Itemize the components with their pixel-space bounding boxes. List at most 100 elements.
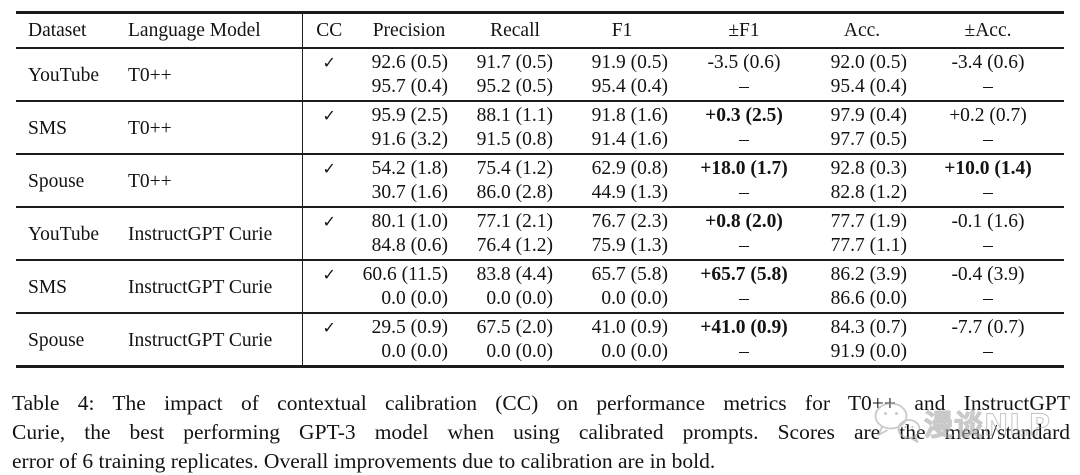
precision-value-cell: 84.8 (0.6) <box>371 235 448 256</box>
f1-value-cell: 76.7 (2.3) <box>568 206 676 234</box>
f1-value-cell: 0.0 (0.0) <box>601 288 668 309</box>
recall-value-cell: 76.4 (1.2) <box>476 235 553 256</box>
precision-value-cell: 54.2 (1.8) <box>356 153 462 181</box>
dataset-cell: Spouse <box>16 312 116 367</box>
cc-checkmark-cell <box>301 75 356 101</box>
df1-value-cell: -3.5 (0.6) <box>676 47 812 75</box>
f1-value-cell: 0.0 (0.0) <box>601 341 668 362</box>
caption-line-3: error of 6 training replicates. Overall … <box>12 449 716 473</box>
f1-value-cell: 91.8 (1.6) <box>568 100 676 128</box>
table-row: YouTube InstructGPT Curie ✓ 80.1 (1.0) 77.1 … <box>16 206 1064 260</box>
acc-value-cell: 95.4 (0.4) <box>830 76 907 97</box>
dacc-value-cell: -0.1 (1.6) <box>912 206 1064 234</box>
table-row: 0.0 (0.0) 0.0 (0.0) 0.0 (0.0) – 91.9 (0.0) – <box>16 340 1064 367</box>
table-row: 95.7 (0.4) 95.2 (0.5) 95.4 (0.4) – 95.4 (0.4… <box>16 75 1064 101</box>
precision-value-cell: 0.0 (0.0) <box>381 341 448 362</box>
acc-value-cell: 84.3 (0.7) <box>812 312 912 340</box>
cc-checkmark-cell <box>301 234 356 260</box>
df1-value-cell: – <box>739 288 749 309</box>
table-row: 84.8 (0.6) 76.4 (1.2) 75.9 (1.3) – 77.7 (1.1… <box>16 234 1064 260</box>
dacc-value-cell: – <box>983 129 993 150</box>
table-body: YouTube T0++ ✓ 92.6 (0.5) 91.7 (0.5) 91.9 (0.… <box>16 47 1064 367</box>
recall-value-cell: 91.5 (0.8) <box>476 129 553 150</box>
f1-value-cell: 65.7 (5.8) <box>568 259 676 287</box>
model-cell: InstructGPT Curie <box>116 259 302 313</box>
df1-value-cell: +41.0 (0.9) <box>676 312 812 340</box>
col-header-cc: CC <box>301 12 356 49</box>
table-row: Spouse T0++ ✓ 54.2 (1.8) 75.4 (1.2) 62.9 (0.8… <box>16 153 1064 207</box>
f1-value-cell: 75.9 (1.3) <box>591 235 668 256</box>
model-cell: T0++ <box>116 153 302 207</box>
dacc-value-cell: -0.4 (3.9) <box>912 259 1064 287</box>
recall-value-cell: 91.7 (0.5) <box>462 47 568 75</box>
recall-value-cell: 77.1 (2.1) <box>462 206 568 234</box>
cc-checkmark-cell: ✓ <box>301 153 356 181</box>
dataset-cell: YouTube <box>16 47 116 101</box>
cc-checkmark-cell: ✓ <box>301 312 356 340</box>
results-table: Dataset Language Model CC Precision Reca… <box>16 11 1064 368</box>
dacc-value-cell: +0.2 (0.7) <box>912 100 1064 128</box>
f1-value-cell: 91.9 (0.5) <box>568 47 676 75</box>
col-header-recall: Recall <box>462 12 568 49</box>
model-cell: InstructGPT Curie <box>116 312 302 367</box>
acc-value-cell: 97.7 (0.5) <box>830 129 907 150</box>
precision-value-cell: 80.1 (1.0) <box>356 206 462 234</box>
col-header-language-model: Language Model <box>116 12 302 49</box>
acc-value-cell: 92.0 (0.5) <box>812 47 912 75</box>
table-row: 91.6 (3.2) 91.5 (0.8) 91.4 (1.6) – 97.7 (0.5… <box>16 128 1064 154</box>
acc-value-cell: 97.9 (0.4) <box>812 100 912 128</box>
df1-value-cell: +65.7 (5.8) <box>676 259 812 287</box>
dacc-value-cell: – <box>983 182 993 203</box>
precision-value-cell: 95.7 (0.4) <box>371 76 448 97</box>
recall-value-cell: 86.0 (2.8) <box>476 182 553 203</box>
f1-value-cell: 91.4 (1.6) <box>591 129 668 150</box>
acc-value-cell: 86.2 (3.9) <box>812 259 912 287</box>
df1-value-cell: +0.8 (2.0) <box>676 206 812 234</box>
model-cell: InstructGPT Curie <box>116 206 302 260</box>
dataset-cell: SMS <box>16 259 116 313</box>
col-header-precision: Precision <box>356 12 462 49</box>
acc-value-cell: 92.8 (0.3) <box>812 153 912 181</box>
cc-checkmark-cell <box>301 287 356 313</box>
acc-value-cell: 77.7 (1.1) <box>830 235 907 256</box>
col-header-f1: F1 <box>568 12 676 49</box>
model-cell: T0++ <box>116 100 302 154</box>
recall-value-cell: 0.0 (0.0) <box>486 341 553 362</box>
dataset-cell: SMS <box>16 100 116 154</box>
dacc-value-cell: – <box>983 76 993 97</box>
dacc-value-cell: – <box>983 288 993 309</box>
precision-value-cell: 92.6 (0.5) <box>356 47 462 75</box>
table-row: Spouse InstructGPT Curie ✓ 29.5 (0.9) 67.5 (… <box>16 312 1064 367</box>
df1-value-cell: – <box>739 182 749 203</box>
precision-value-cell: 0.0 (0.0) <box>381 288 448 309</box>
dacc-value-cell: -3.4 (0.6) <box>912 47 1064 75</box>
col-header-acc: Acc. <box>812 12 912 49</box>
caption-line-2: Curie, the best performing GPT-3 model w… <box>12 420 1070 444</box>
recall-value-cell: 0.0 (0.0) <box>486 288 553 309</box>
col-header-delta-f1: ±F1 <box>676 12 812 49</box>
df1-value-cell: – <box>739 235 749 256</box>
model-cell: T0++ <box>116 47 302 101</box>
recall-value-cell: 88.1 (1.1) <box>462 100 568 128</box>
acc-value-cell: 91.9 (0.0) <box>830 341 907 362</box>
f1-value-cell: 41.0 (0.9) <box>568 312 676 340</box>
dataset-cell: YouTube <box>16 206 116 260</box>
header-row: Dataset Language Model CC Precision Reca… <box>16 12 1064 49</box>
precision-value-cell: 91.6 (3.2) <box>371 129 448 150</box>
cc-checkmark-cell: ✓ <box>301 100 356 128</box>
df1-value-cell: – <box>739 341 749 362</box>
acc-value-cell: 86.6 (0.0) <box>830 288 907 309</box>
dacc-value-cell: -7.7 (0.7) <box>912 312 1064 340</box>
col-header-dataset: Dataset <box>16 12 116 49</box>
acc-value-cell: 77.7 (1.9) <box>812 206 912 234</box>
table-row: SMS InstructGPT Curie ✓ 60.6 (11.5) 83.8 (4.… <box>16 259 1064 313</box>
acc-value-cell: 82.8 (1.2) <box>830 182 907 203</box>
precision-value-cell: 30.7 (1.6) <box>371 182 448 203</box>
df1-value-cell: +18.0 (1.7) <box>676 153 812 181</box>
table-row: 0.0 (0.0) 0.0 (0.0) 0.0 (0.0) – 86.6 (0.0) – <box>16 287 1064 313</box>
recall-value-cell: 75.4 (1.2) <box>462 153 568 181</box>
table-row: 30.7 (1.6) 86.0 (2.8) 44.9 (1.3) – 82.8 (1.2… <box>16 181 1064 207</box>
f1-value-cell: 95.4 (0.4) <box>591 76 668 97</box>
f1-value-cell: 44.9 (1.3) <box>591 182 668 203</box>
